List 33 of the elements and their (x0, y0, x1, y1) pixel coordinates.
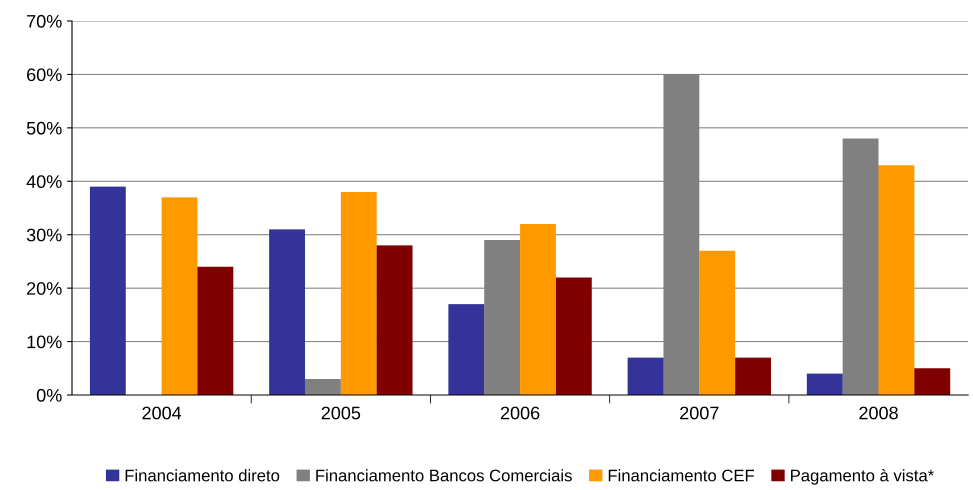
y-tick-label: 0% (36, 388, 62, 402)
bar (162, 197, 198, 395)
bar (699, 250, 736, 395)
bar (806, 374, 843, 395)
bar (304, 378, 341, 395)
x-tick-label: 2005 (322, 406, 360, 420)
x-tick-label: 2006 (500, 406, 540, 420)
bar (735, 358, 771, 395)
x-tick-label: 2008 (859, 406, 898, 420)
legend-label: Pagamento à vista* (791, 468, 934, 485)
y-tick-label: 10% (28, 336, 62, 348)
bar (520, 224, 556, 395)
y-tick-label: 20% (27, 282, 62, 295)
legend-label: Financiamento direto (126, 469, 280, 482)
bar (197, 266, 234, 395)
bar (90, 186, 126, 395)
legend-label: Financiamento Bancos Comerciais (316, 469, 572, 482)
y-tick-label: 60% (27, 68, 62, 82)
bar (878, 165, 914, 395)
y-tick-label: 50% (26, 122, 62, 135)
bar (448, 304, 484, 395)
bar (556, 277, 592, 395)
x-tick-label: 2007 (680, 406, 718, 420)
bar (340, 192, 377, 395)
y-tick-label: 70% (27, 14, 62, 28)
legend-label: Financiamento CEF (608, 469, 754, 482)
y-tick-label: 30% (26, 228, 62, 242)
bar (376, 245, 413, 395)
x-tick-label: 2004 (142, 406, 182, 420)
bar (914, 368, 950, 395)
y-tick-label: 40% (26, 175, 62, 188)
bar (628, 358, 664, 395)
bar (269, 229, 305, 395)
